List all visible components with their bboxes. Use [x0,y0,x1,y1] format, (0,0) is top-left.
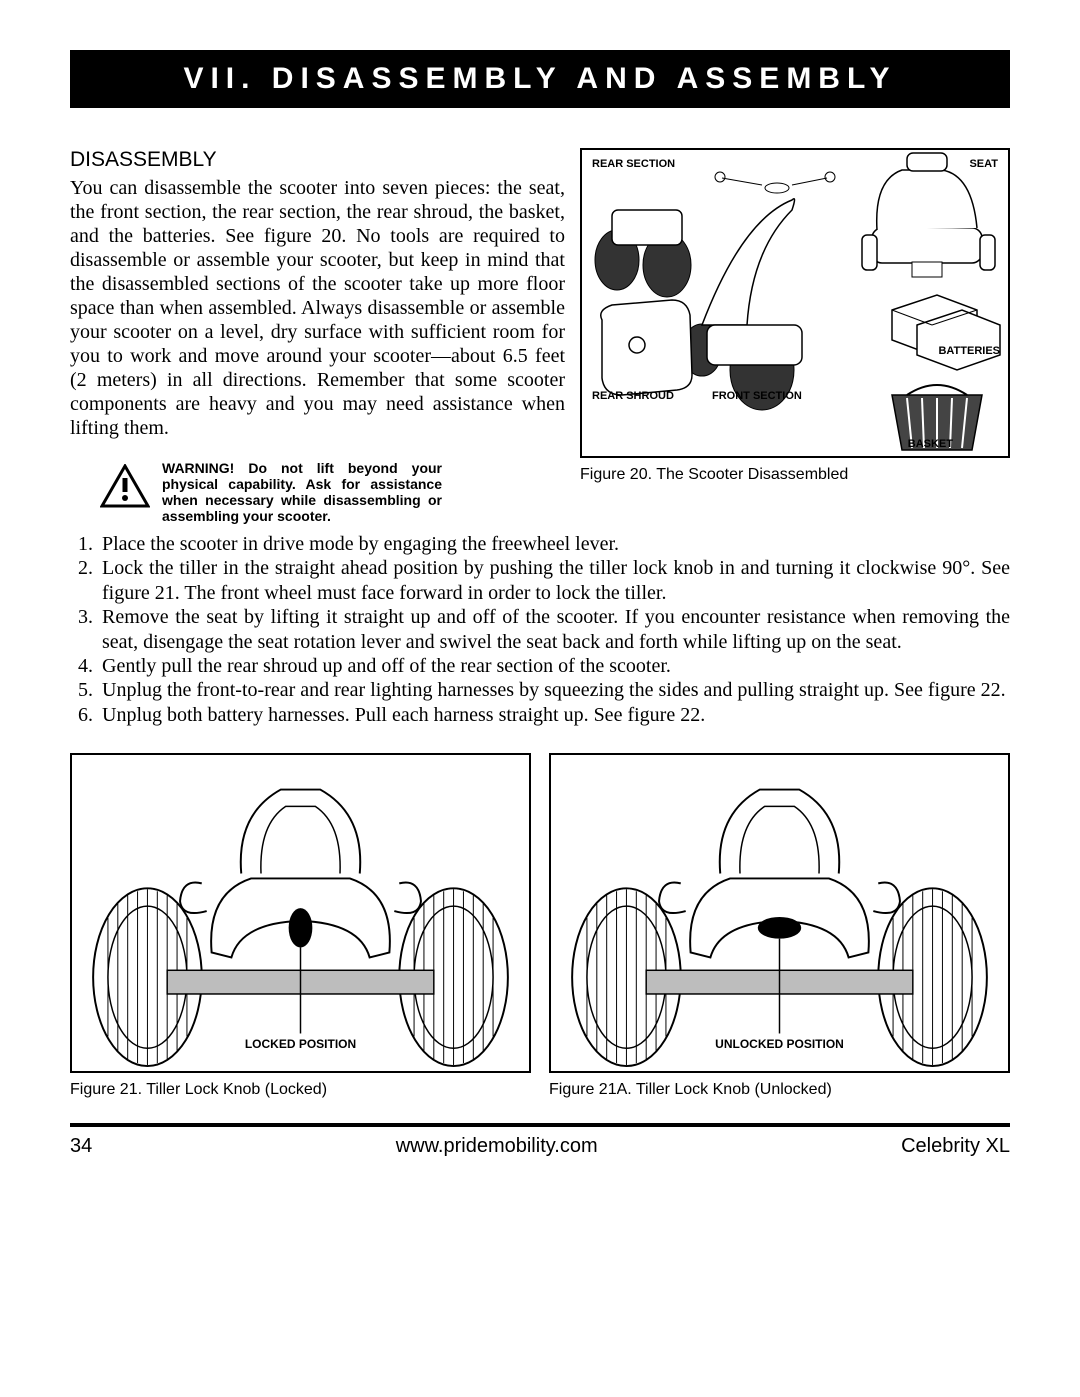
figure-21-box: LOCKED POSITION [70,753,531,1073]
step-2: Lock the tiller in the straight ahead po… [98,556,1010,605]
figure-21-column: LOCKED POSITION Figure 21. Tiller Lock K… [70,753,531,1099]
warning-block: WARNING! Do not lift beyond your physica… [70,460,565,524]
top-section: DISASSEMBLY You can disassemble the scoo… [70,148,1010,524]
product-name: Celebrity XL [901,1135,1010,1158]
bottom-figures-row: LOCKED POSITION Figure 21. Tiller Lock K… [70,753,1010,1099]
section-header-bar: VII. DISASSEMBLY AND ASSEMBLY [70,50,1010,108]
warning-label: WARNING! [162,460,234,476]
figure-20-caption: Figure 20. The Scooter Disassembled [580,466,1010,484]
figure-21a-column: UNLOCKED POSITION Figure 21A. Tiller Loc… [549,753,1010,1099]
step-6: Unplug both battery harnesses. Pull each… [98,703,1010,727]
page-footer: 34 www.pridemobility.com Celebrity XL [70,1123,1010,1158]
text-column: DISASSEMBLY You can disassemble the scoo… [70,148,565,524]
fig21-position-label: LOCKED POSITION [245,1037,356,1051]
fig21a-position-label: UNLOCKED POSITION [715,1037,844,1051]
warning-triangle-icon [100,464,150,508]
disassembly-steps: Place the scooter in drive mode by engag… [70,532,1010,727]
figure-21-caption: Figure 21. Tiller Lock Knob (Locked) [70,1081,531,1099]
fig20-label-basket: BASKET [908,438,953,450]
figure-20-column: REAR SECTION SEAT BATTERIES REAR SHROUD … [580,148,1010,524]
fig20-label-front-section: FRONT SECTION [712,390,802,402]
fig20-label-batteries: BATTERIES [938,345,1000,357]
warning-text: WARNING! Do not lift beyond your physica… [162,460,442,524]
figure-21a-box: UNLOCKED POSITION [549,753,1010,1073]
figure-21a-diagram [551,755,1008,1071]
step-3: Remove the seat by lifting it straight u… [98,605,1010,654]
figure-21a-caption: Figure 21A. Tiller Lock Knob (Unlocked) [549,1081,1010,1099]
disassembly-heading: DISASSEMBLY [70,148,565,172]
step-1: Place the scooter in drive mode by engag… [98,532,1010,556]
disassembly-body: You can disassemble the scooter into sev… [70,176,565,440]
page-number: 34 [70,1135,92,1158]
step-5: Unplug the front-to-rear and rear lighti… [98,678,1010,702]
figure-21-diagram [72,755,529,1071]
footer-url: www.pridemobility.com [396,1135,598,1158]
fig20-label-rear-section: REAR SECTION [592,158,675,170]
step-4: Gently pull the rear shroud up and off o… [98,654,1010,678]
figure-20-box: REAR SECTION SEAT BATTERIES REAR SHROUD … [580,148,1010,458]
figure-20-diagram [582,150,1012,460]
fig20-label-rear-shroud: REAR SHROUD [592,390,674,402]
fig20-label-seat: SEAT [969,158,998,170]
